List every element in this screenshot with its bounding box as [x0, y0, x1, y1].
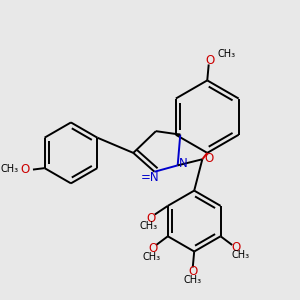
- Text: O: O: [188, 265, 197, 278]
- Text: O: O: [205, 54, 214, 67]
- Text: N: N: [179, 158, 188, 170]
- Text: CH₃: CH₃: [218, 49, 236, 59]
- Text: O: O: [231, 242, 241, 254]
- Text: CH₃: CH₃: [140, 221, 158, 231]
- Text: O: O: [20, 163, 29, 176]
- Text: O: O: [149, 242, 158, 255]
- Text: CH₃: CH₃: [184, 275, 202, 285]
- Text: CH₃: CH₃: [0, 164, 19, 174]
- Text: CH₃: CH₃: [232, 250, 250, 260]
- Text: =N: =N: [141, 171, 159, 184]
- Text: CH₃: CH₃: [143, 252, 161, 262]
- Text: O: O: [204, 152, 214, 165]
- Text: O: O: [146, 212, 156, 224]
